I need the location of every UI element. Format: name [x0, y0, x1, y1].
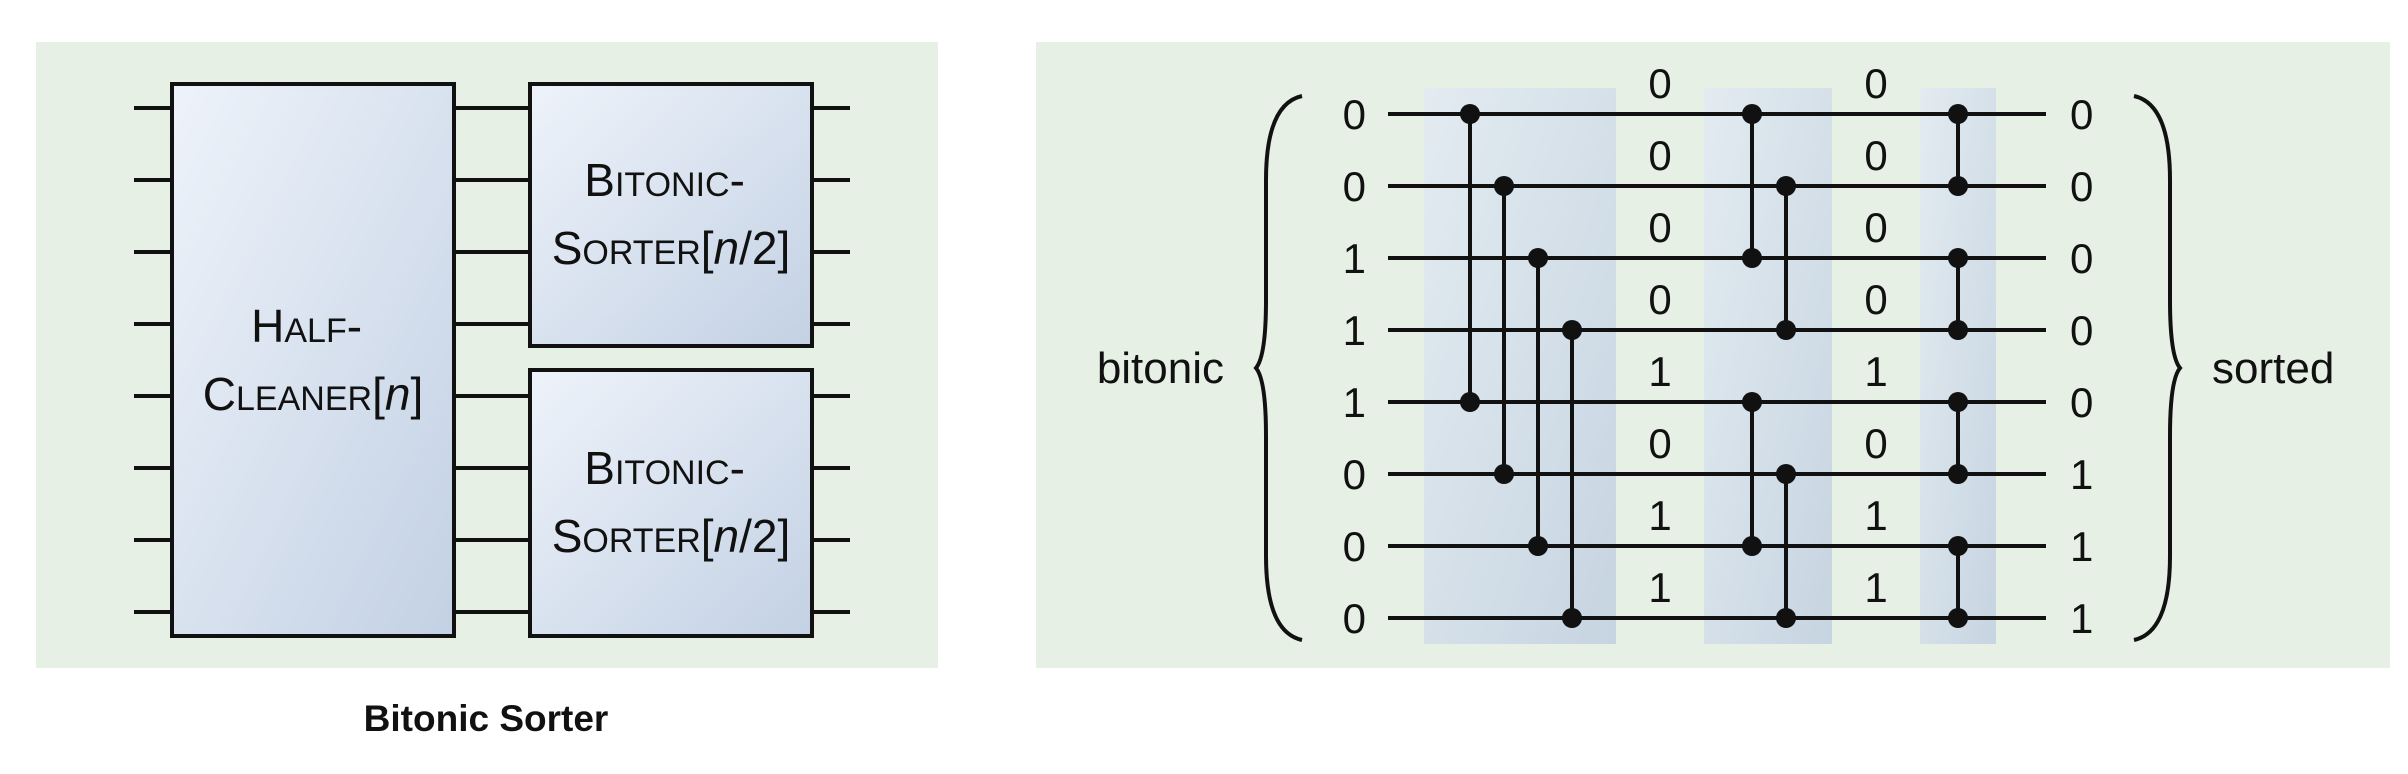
stage-1-column [1424, 88, 1616, 644]
input-value-6: 0 [1343, 523, 1366, 570]
bitonic-sorter-bottom-box [528, 368, 814, 638]
network-value-labels: 0 0 1 1 1 0 0 0 0 0 0 0 1 0 1 1 0 0 0 0 1 0 1 1 0 0 0 0 0 1 1 1 [1343, 60, 2094, 642]
left-brace [1253, 94, 1303, 642]
stage-1-comparator-0 [1460, 104, 1480, 412]
stage-1-output-value-2: 0 [1648, 204, 1671, 251]
stage-2-comparator-1 [1776, 176, 1796, 340]
stage-2-comparator-0 [1742, 104, 1762, 268]
output-value-6: 1 [2070, 523, 2093, 570]
stage-1-comparator-2 [1528, 248, 1548, 556]
output-value-1: 0 [2070, 163, 2093, 210]
output-value-4: 0 [2070, 379, 2093, 426]
network-comparators [1460, 104, 1968, 628]
stage-2-comparator-3 [1776, 464, 1796, 628]
bitonic-label: bitonic [1097, 344, 1224, 393]
sorted-label: sorted [2212, 344, 2334, 393]
input-value-2: 1 [1343, 235, 1366, 282]
stage-2-comparator-2 [1742, 392, 1762, 556]
stage-2-output-value-7: 1 [1864, 564, 1887, 611]
half-cleaner-label: HALF- CLEANER[n] [203, 300, 423, 420]
stage-2-output-value-3: 0 [1864, 276, 1887, 323]
right-brace [2133, 94, 2183, 642]
stage-3-comparator-2 [1948, 392, 1968, 484]
input-value-4: 1 [1343, 379, 1366, 426]
left-wires [134, 106, 850, 614]
input-value-3: 1 [1343, 307, 1366, 354]
stage-2-output-value-0: 0 [1864, 60, 1887, 107]
stage-1-output-value-5: 0 [1648, 420, 1671, 467]
output-value-5: 1 [2070, 451, 2093, 498]
stage-2-output-value-5: 0 [1864, 420, 1887, 467]
input-value-5: 0 [1343, 451, 1366, 498]
output-value-7: 1 [2070, 595, 2093, 642]
diagram-caption: Bitonic Sorter [363, 698, 609, 739]
stage-2-output-value-1: 0 [1864, 132, 1887, 179]
stage-2-output-value-2: 0 [1864, 204, 1887, 251]
stage-1-output-value-4: 1 [1648, 348, 1671, 395]
half-cleaner-box [170, 82, 456, 638]
stage-1-comparator-1 [1494, 176, 1514, 484]
stage-1-output-value-7: 1 [1648, 564, 1671, 611]
stage-1-output-value-0: 0 [1648, 60, 1671, 107]
input-value-7: 0 [1343, 595, 1366, 642]
output-value-0: 0 [2070, 91, 2093, 138]
stage-2-output-value-4: 1 [1864, 348, 1887, 395]
output-value-3: 0 [2070, 307, 2093, 354]
stage-1-comparator-3 [1562, 320, 1582, 628]
input-value-1: 0 [1343, 163, 1366, 210]
input-value-0: 0 [1343, 91, 1366, 138]
stage-3-comparator-1 [1948, 248, 1968, 340]
stage-2-column [1704, 88, 1832, 644]
stage-1-output-value-3: 0 [1648, 276, 1671, 323]
stage-1-output-value-1: 0 [1648, 132, 1671, 179]
stage-1-output-value-6: 1 [1648, 492, 1671, 539]
stage-2-output-value-6: 1 [1864, 492, 1887, 539]
stage-3-comparator-3 [1948, 536, 1968, 628]
output-value-2: 0 [2070, 235, 2093, 282]
bitonic-sorter-top-box [528, 82, 814, 348]
stage-3-comparator-0 [1948, 104, 1968, 196]
